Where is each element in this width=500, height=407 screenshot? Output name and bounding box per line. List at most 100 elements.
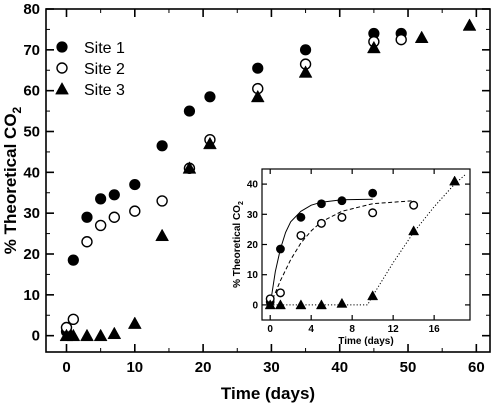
legend-label-2: Site 2 (84, 61, 125, 78)
data-point-3-13 (414, 30, 429, 43)
y-axis-title-text: % Theoretical CO (232, 205, 243, 288)
data-point-1-5 (337, 196, 347, 206)
y-axis-title-subscript: 2 (10, 106, 24, 113)
data-point-3-14 (462, 18, 477, 31)
data-point-3-7 (155, 228, 169, 242)
data-point-1-11 (299, 44, 312, 56)
data-point-1-7 (156, 140, 168, 152)
data-point-1-6 (129, 178, 141, 191)
legend-marker-1 (56, 41, 68, 53)
x-axis-title: Time (days) (221, 384, 315, 403)
data-point-2-2 (275, 288, 285, 298)
data-point-1-2 (67, 254, 79, 266)
data-point-3-3 (295, 299, 307, 310)
data-point-3-7 (408, 225, 420, 236)
data-point-3-2 (66, 328, 81, 342)
x-tick-label: 12 (388, 324, 400, 335)
y-tick-label: 80 (23, 1, 40, 18)
fit-curve-1 (269, 198, 373, 305)
data-point-2-3 (296, 230, 306, 240)
data-point-3-2 (274, 299, 286, 310)
x-tick-label: 8 (349, 324, 355, 335)
inset-background (262, 169, 470, 320)
x-tick-label: 40 (331, 359, 348, 376)
data-point-3-1 (264, 299, 276, 310)
data-point-3-12 (367, 40, 381, 54)
x-tick-label: 20 (195, 359, 212, 376)
y-tick-label: 70 (23, 42, 40, 59)
y-axis-title: % Theoretical CO2 (1, 106, 24, 254)
data-point-3-10 (250, 89, 265, 103)
y-tick-label: 0 (32, 328, 40, 345)
x-tick-label: 30 (263, 359, 280, 376)
y-tick-label: 10 (247, 270, 259, 281)
x-tick-label: 0 (267, 324, 273, 335)
data-point-1-3 (296, 212, 306, 222)
inset-chart: 0 4 8 12 16 0 10 20 30 40 Time (days) % Theoretical… (232, 168, 471, 347)
y-tick-label: 20 (23, 246, 40, 263)
x-tick-label: 0 (62, 359, 70, 376)
data-point-1-4 (317, 199, 326, 209)
data-point-2-5 (108, 211, 121, 223)
y-tick-label: 40 (247, 180, 259, 191)
y-tick-label: 30 (23, 205, 40, 222)
data-point-1-12 (368, 27, 380, 40)
data-point-1-2 (276, 244, 285, 254)
y-tick-label: 0 (252, 300, 258, 311)
data-point-1-6 (368, 188, 378, 198)
data-point-2-7 (156, 195, 168, 207)
data-point-2-2 (67, 313, 80, 326)
y-axis-title: % Theoretical CO2 (232, 201, 245, 288)
data-point-2-6 (129, 205, 141, 217)
data-point-3-5 (336, 297, 348, 308)
plot-frame (45, 8, 491, 353)
y-tick-label: 20 (247, 240, 259, 251)
data-point-2-4 (316, 218, 326, 228)
legend-marker-2 (56, 62, 68, 74)
series-2 (265, 200, 419, 304)
x-axis-title: Time (days) (338, 336, 393, 347)
series-1 (60, 27, 407, 338)
series-3 (59, 18, 477, 342)
y-axis-title-text: % Theoretical CO (1, 113, 20, 254)
legend: Site 1 Site 2 Site 3 (55, 40, 125, 99)
data-point-3-4 (93, 328, 108, 342)
data-point-3-8 (182, 161, 197, 174)
legend-label-1: Site 1 (84, 40, 125, 57)
data-point-1-4 (95, 193, 107, 205)
data-point-3-6 (127, 316, 142, 329)
x-tick-label: 16 (429, 324, 441, 335)
data-point-2-5 (337, 212, 347, 222)
x-tick-label: 4 (308, 324, 314, 335)
data-point-3-5 (107, 326, 122, 340)
data-point-1-3 (81, 211, 93, 223)
x-tick-label: 50 (400, 359, 417, 376)
x-tick-label: 60 (468, 359, 485, 376)
data-point-3-11 (298, 65, 313, 78)
data-point-1-8 (183, 105, 196, 117)
data-point-2-13 (395, 33, 407, 46)
data-point-2-4 (94, 219, 107, 232)
series-3 (264, 175, 461, 310)
data-point-2-3 (81, 236, 93, 248)
data-point-3-3 (80, 328, 94, 342)
data-point-3-6 (367, 290, 379, 301)
data-point-3-9 (203, 136, 217, 150)
data-point-1-10 (252, 62, 264, 74)
data-point-1-5 (108, 189, 120, 201)
fit-curve-2 (269, 200, 414, 306)
y-tick-label: 50 (23, 124, 40, 141)
y-tick-label: 60 (23, 83, 40, 100)
x-tick-label: 10 (126, 359, 143, 376)
y-tick-label: 30 (247, 210, 259, 221)
y-tick-label: 40 (23, 164, 40, 181)
data-point-2-6 (368, 208, 378, 218)
data-point-3-8 (449, 175, 461, 186)
legend-label-3: Site 3 (84, 82, 125, 99)
data-point-2-7 (409, 200, 419, 210)
data-point-1-9 (204, 91, 216, 103)
y-axis-title-subscript: 2 (238, 201, 245, 205)
legend-marker-3 (55, 82, 69, 95)
